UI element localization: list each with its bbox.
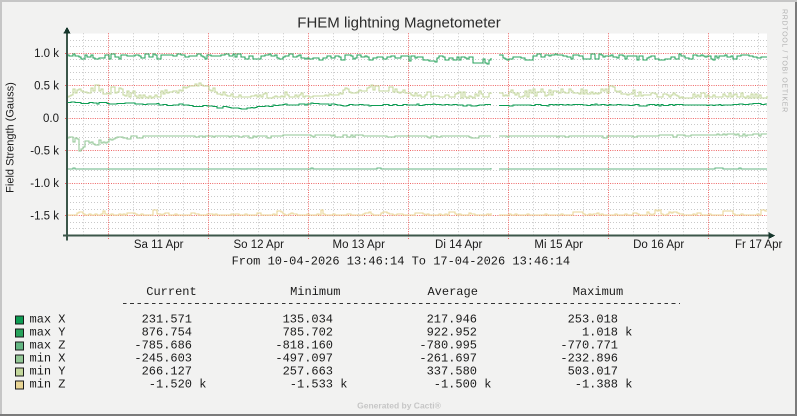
- svg-text:1.018 k: 1.018 k: [582, 326, 632, 340]
- svg-text:Mi 15 Apr: Mi 15 Apr: [534, 239, 583, 251]
- svg-text:-1.5 k: -1.5 k: [30, 211, 59, 223]
- svg-text:Generated by Cacti®: Generated by Cacti®: [357, 401, 441, 411]
- svg-text:-785.686: -785.686: [134, 339, 192, 353]
- svg-text:So 12 Apr: So 12 Apr: [233, 239, 284, 251]
- svg-text:0.0: 0.0: [43, 113, 59, 125]
- svg-text:max Y: max Y: [30, 326, 66, 340]
- svg-text:FHEM lightning Magnetometer: FHEM lightning Magnetometer: [297, 15, 500, 32]
- svg-text:217.946: 217.946: [427, 313, 477, 327]
- svg-text:785.702: 785.702: [283, 326, 333, 340]
- svg-text:1.0 k: 1.0 k: [34, 48, 59, 60]
- svg-text:503.017: 503.017: [568, 365, 618, 379]
- svg-text:-770.771: -770.771: [560, 339, 618, 353]
- svg-text:min Y: min Y: [30, 365, 66, 379]
- svg-text:876.754: 876.754: [142, 326, 192, 340]
- svg-text:Minimum: Minimum: [290, 285, 340, 299]
- svg-text:Fr 17 Apr: Fr 17 Apr: [735, 239, 782, 251]
- svg-text:From 10-04-2026 13:46:14 To 17: From 10-04-2026 13:46:14 To 17-04-2026 1…: [232, 255, 570, 269]
- svg-text:-497.097: -497.097: [275, 352, 333, 366]
- svg-text:-232.896: -232.896: [560, 352, 618, 366]
- svg-text:266.127: 266.127: [142, 365, 192, 379]
- svg-text:0.5 k: 0.5 k: [34, 81, 59, 93]
- svg-text:-1.0 k: -1.0 k: [30, 178, 59, 190]
- svg-text:253.018: 253.018: [568, 313, 618, 327]
- svg-text:922.952: 922.952: [427, 326, 477, 340]
- svg-text:257.663: 257.663: [283, 365, 333, 379]
- svg-text:min Z: min Z: [30, 378, 66, 392]
- svg-text:-1.500 k: -1.500 k: [434, 378, 492, 392]
- svg-text:-1.388 k: -1.388 k: [575, 378, 633, 392]
- svg-text:max Z: max Z: [30, 339, 66, 353]
- svg-text:-261.697: -261.697: [419, 352, 477, 366]
- svg-text:231.571: 231.571: [142, 313, 192, 327]
- svg-text:RRDTOOL / TOBI OETIKER: RRDTOOL / TOBI OETIKER: [781, 9, 788, 113]
- svg-text:-780.995: -780.995: [419, 339, 477, 353]
- svg-text:max X: max X: [30, 313, 66, 327]
- svg-text:337.580: 337.580: [427, 365, 477, 379]
- svg-text:Mo 13 Apr: Mo 13 Apr: [332, 239, 385, 251]
- svg-text:min X: min X: [30, 352, 66, 366]
- svg-text:-0.5 k: -0.5 k: [30, 146, 59, 158]
- svg-text:Di 14 Apr: Di 14 Apr: [435, 239, 482, 251]
- svg-text:-245.603: -245.603: [134, 352, 192, 366]
- svg-text:-818.160: -818.160: [275, 339, 333, 353]
- svg-text:Field Strength (Gauss): Field Strength (Gauss): [5, 82, 17, 193]
- svg-text:Maximum: Maximum: [573, 285, 623, 299]
- svg-text:-1.533 k: -1.533 k: [290, 378, 348, 392]
- svg-text:Current: Current: [146, 285, 196, 299]
- svg-text:Sa 11 Apr: Sa 11 Apr: [134, 239, 184, 251]
- svg-text:-1.520 k: -1.520 k: [149, 378, 207, 392]
- svg-text:Average: Average: [427, 285, 477, 299]
- svg-text:135.034: 135.034: [283, 313, 333, 327]
- svg-text:Do 16 Apr: Do 16 Apr: [633, 239, 684, 251]
